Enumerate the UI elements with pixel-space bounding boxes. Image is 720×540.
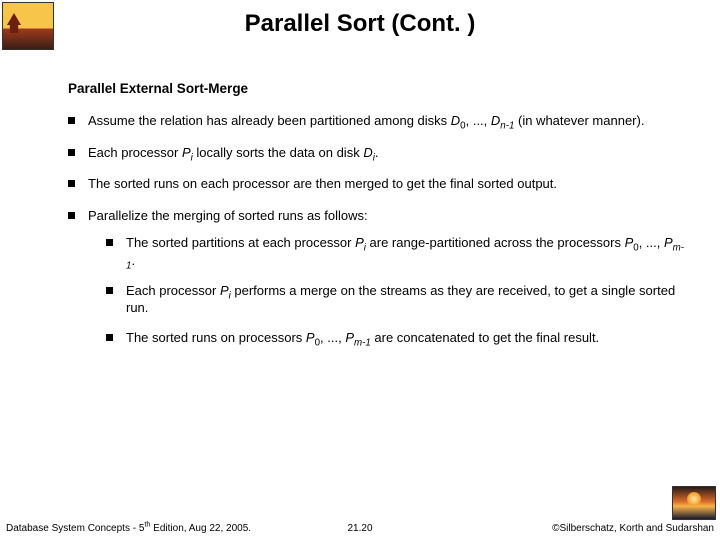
slide-body: Parallel External Sort-Merge Assume the …: [68, 80, 686, 360]
var-d: D: [363, 145, 372, 160]
list-item: The sorted runs on processors P0, ..., P…: [106, 329, 686, 347]
text: Each processor: [126, 283, 220, 298]
list-item: Each processor Pi locally sorts the data…: [68, 144, 686, 162]
text: , ...,: [466, 113, 491, 128]
text: (in whatever manner).: [514, 113, 644, 128]
subheading: Parallel External Sort-Merge: [68, 80, 686, 98]
list-item: The sorted partitions at each processor …: [106, 234, 686, 269]
copyright: ©Silberschatz, Korth and Sudarshan: [552, 523, 714, 534]
var-p: P: [664, 235, 673, 250]
text: Each processor: [88, 145, 182, 160]
text: , ...,: [639, 235, 664, 250]
slide-number: 21.20: [347, 523, 372, 534]
list-item: Each processor Pi performs a merge on th…: [106, 282, 686, 317]
sub-m-1: m-1: [354, 337, 371, 348]
var-p: P: [625, 235, 634, 250]
text: The sorted runs on processors: [126, 330, 306, 345]
text: .: [375, 145, 379, 160]
var-d: D: [451, 113, 460, 128]
slide-title: Parallel Sort (Cont. ): [0, 10, 720, 38]
text: locally sorts the data on disk: [193, 145, 364, 160]
var-p: P: [220, 283, 229, 298]
var-p: P: [345, 330, 354, 345]
sub-n-1: n-1: [500, 121, 514, 132]
text: Edition, Aug 22, 2005.: [150, 523, 251, 534]
sub-list: The sorted partitions at each processor …: [88, 234, 686, 346]
text: Parallelize the merging of sorted runs a…: [88, 208, 368, 223]
slide: Parallel Sort (Cont. ) Parallel External…: [0, 0, 720, 540]
text: n-1: [500, 121, 514, 132]
bullet-list: Assume the relation has already been par…: [68, 112, 686, 346]
text: Database System Concepts - 5: [6, 523, 144, 534]
text: The sorted partitions at each processor: [126, 235, 355, 250]
text: , ...,: [320, 330, 345, 345]
text: Assume the relation has already been par…: [88, 113, 451, 128]
text: are range-partitioned across the process…: [366, 235, 625, 250]
var-d: D: [491, 113, 500, 128]
list-item: Assume the relation has already been par…: [68, 112, 686, 130]
sunset-icon: [672, 486, 716, 520]
text: are concatenated to get the final result…: [371, 330, 599, 345]
list-item: The sorted runs on each processor are th…: [68, 175, 686, 193]
var-p: P: [182, 145, 191, 160]
text: m-1: [354, 337, 371, 348]
var-p: P: [355, 235, 364, 250]
text: .: [131, 253, 135, 268]
list-item: Parallelize the merging of sorted runs a…: [68, 207, 686, 346]
text: The sorted runs on each processor are th…: [88, 176, 557, 191]
footer-left: Database System Concepts - 5th Edition, …: [6, 523, 251, 534]
var-p: P: [306, 330, 315, 345]
